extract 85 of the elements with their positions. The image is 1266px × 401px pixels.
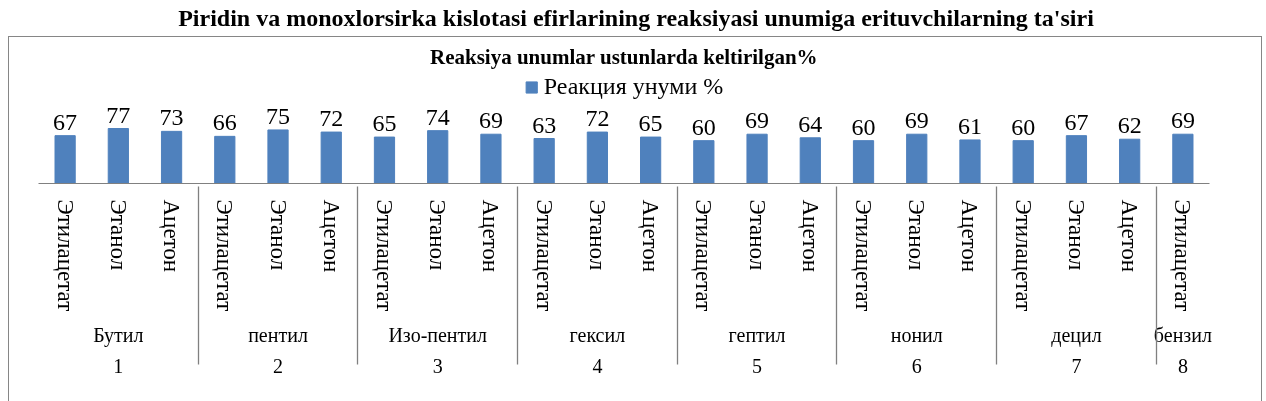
bar [959, 139, 981, 184]
category-label: гептил [728, 324, 786, 347]
category-label: Ацетон [159, 199, 185, 273]
data-label: 60 [691, 113, 716, 140]
category-label: нонил [890, 324, 943, 347]
data-label: 64 [798, 110, 823, 137]
category-label: Этанол [105, 199, 131, 271]
category-label: Ацетон [1117, 199, 1143, 273]
data-label: 69 [478, 107, 503, 134]
data-label: 74 [425, 103, 450, 130]
category-label: Этанол [584, 199, 610, 271]
bar [1119, 138, 1141, 184]
bar [54, 135, 76, 184]
data-label: 60 [851, 113, 876, 140]
category-label: Этилацетат [851, 199, 877, 312]
category-label: Этилацетат [531, 199, 557, 312]
bar [640, 136, 662, 184]
category-label: Этанол [904, 199, 930, 271]
bar [160, 130, 183, 184]
bar [320, 131, 342, 184]
category-label: Бутил [93, 324, 144, 347]
bar [427, 130, 449, 184]
data-label: 75 [266, 102, 291, 129]
bar [267, 129, 289, 184]
category-label: Ацетон [797, 199, 823, 273]
bar [906, 133, 928, 184]
bar [480, 133, 502, 184]
category-label: Этанол [744, 199, 770, 271]
text: Piridin va monoxlorsirka kislotasi efirlarining reaksiyasi unumiga erituvchilarning ta'siri [178, 5, 1094, 31]
category-label: Этилацетат [1170, 199, 1196, 312]
data-label: 60 [1011, 113, 1036, 140]
category-label: Этанол [1063, 199, 1089, 271]
category-label: Этилацетат [691, 199, 717, 312]
data-label: 67 [53, 108, 78, 135]
category-label: бензил [1153, 324, 1212, 347]
data-label: 77 [106, 101, 131, 128]
data-label: 69 [745, 107, 770, 134]
data-label: 65 [638, 110, 663, 137]
category-label: 5 [752, 355, 763, 378]
bar [852, 140, 875, 184]
chart-title: Reaksiya unumlar ustunlarda keltirilgan% [430, 44, 818, 69]
data-label: 67 [1064, 108, 1089, 135]
category-label: Этанол [265, 199, 291, 271]
category-label: Этилацетат [1010, 199, 1036, 312]
bar [1065, 135, 1088, 184]
bar [214, 135, 236, 184]
data-label: 69 [904, 107, 929, 134]
bar [1012, 140, 1034, 184]
category-label: Ацетон [318, 199, 344, 273]
data-label: 73 [159, 104, 184, 131]
bar [746, 133, 768, 184]
bar [799, 137, 821, 184]
category-label: 1 [113, 355, 124, 378]
bar [1172, 133, 1194, 184]
legend-label: Реакция унуми % [543, 73, 724, 100]
category-label: Этилацетат [212, 199, 238, 312]
category-label: Ацетон [957, 199, 983, 273]
bar [373, 136, 396, 184]
data-label: 62 [1117, 112, 1142, 139]
category-label: Ацетон [478, 199, 504, 273]
bar [693, 140, 715, 184]
bar [533, 138, 555, 184]
data-label: 61 [957, 112, 982, 139]
category-label: Этилацетат [371, 199, 397, 312]
data-label: 72 [585, 105, 610, 132]
category-label: 2 [273, 355, 284, 378]
category-label: 8 [1177, 355, 1188, 378]
category-label: 3 [432, 355, 443, 378]
category-label: децил [1051, 324, 1102, 347]
category-label: Ацетон [638, 199, 664, 273]
category-label: 6 [911, 355, 922, 378]
category-label: гексил [569, 324, 626, 347]
category-label: 4 [592, 355, 603, 378]
data-label: 66 [212, 109, 237, 136]
category-label: пентил [248, 324, 308, 347]
category-label: Изо-пентил [388, 324, 487, 347]
data-label: 69 [1170, 107, 1195, 134]
data-label: 65 [372, 110, 397, 137]
category-label: Этанол [425, 199, 451, 271]
bar [586, 131, 608, 184]
data-label: 63 [532, 111, 557, 138]
category-label: 7 [1071, 355, 1082, 378]
data-label: 72 [319, 105, 344, 132]
category-label: Этилацетат [52, 199, 78, 312]
bar [107, 128, 129, 184]
